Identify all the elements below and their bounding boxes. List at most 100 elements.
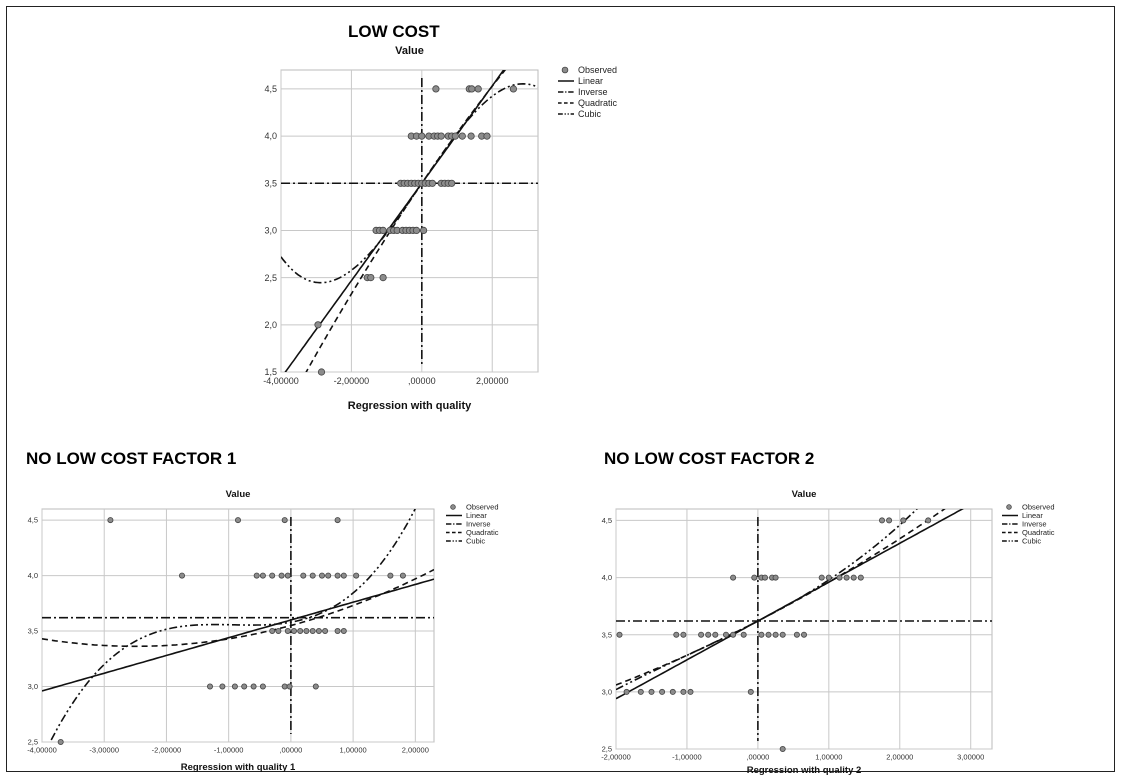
observed-point xyxy=(315,627,322,634)
observed-point xyxy=(474,85,482,93)
plot-area xyxy=(615,508,993,750)
observed-point xyxy=(437,132,445,140)
observed-point xyxy=(623,688,630,695)
cubic-fit-line xyxy=(616,509,918,691)
legend-label-linear: Linear xyxy=(578,76,603,86)
y-tick-label: 3,5 xyxy=(602,630,612,639)
quadratic-fit-line xyxy=(42,568,434,648)
x-axis-label: Regression with quality 2 xyxy=(747,765,862,775)
chart-title: Value xyxy=(395,45,424,57)
observed-point xyxy=(740,631,747,638)
y-tick-label: 4,0 xyxy=(28,571,38,580)
y-tick-label: 3,0 xyxy=(28,682,38,691)
chart-factor-1: 2,5 3,0 3,5 4,0 4,5 -4,00000 -3,00000 -2,00000 -… xyxy=(27,489,499,773)
observed-point xyxy=(825,574,832,581)
observed-point xyxy=(886,517,893,524)
observed-point xyxy=(284,572,291,579)
observed-point xyxy=(818,574,825,581)
observed-point xyxy=(309,627,316,634)
fit-lines xyxy=(281,70,538,372)
observed-point xyxy=(281,517,288,524)
observed-point xyxy=(420,226,428,234)
observed-point xyxy=(779,631,786,638)
observed-point xyxy=(772,631,779,638)
plot-area xyxy=(280,69,539,373)
observed-point xyxy=(458,132,466,140)
x-tick-label: ,00000 xyxy=(746,753,769,762)
y-tick-label: 3,5 xyxy=(28,627,38,636)
legend-label-quadratic: Quadratic xyxy=(578,98,618,108)
y-tick-label: 1,5 xyxy=(264,367,277,377)
y-tick-label: 2,5 xyxy=(602,745,612,754)
y-tick-label: 2,5 xyxy=(28,738,38,747)
legend-label-observed: Observed xyxy=(1022,503,1055,512)
observed-point xyxy=(231,683,238,690)
observed-point xyxy=(857,574,864,581)
observed-point xyxy=(367,274,375,282)
observed-point xyxy=(387,572,394,579)
observed-point xyxy=(206,683,213,690)
y-tick-label: 4,0 xyxy=(264,131,277,141)
observed-point xyxy=(509,85,517,93)
figure-frame xyxy=(6,6,1115,772)
x-tick-label: 1,00000 xyxy=(815,753,842,762)
observed-point xyxy=(730,574,737,581)
y-tick-label: 2,5 xyxy=(264,273,277,283)
x-tick-label: -2,00000 xyxy=(152,746,182,755)
observed-point xyxy=(334,517,341,524)
legend-label-quadratic: Quadratic xyxy=(1022,528,1055,537)
y-tick-label: 4,5 xyxy=(264,84,277,94)
observed-point xyxy=(722,631,729,638)
observed-point xyxy=(800,631,807,638)
observed-point xyxy=(432,85,440,93)
observed-point xyxy=(284,627,291,634)
y-tick-label: 2,0 xyxy=(264,320,277,330)
x-tick-label: ,00000 xyxy=(279,746,302,755)
observed-point xyxy=(309,572,316,579)
observed-point xyxy=(673,631,680,638)
observed-point xyxy=(297,627,304,634)
observed-point xyxy=(467,132,475,140)
observed-point xyxy=(751,574,758,581)
observed-point xyxy=(878,517,885,524)
observed-point xyxy=(779,745,786,752)
x-tick-label: -1,00000 xyxy=(214,746,244,755)
observed-point xyxy=(761,574,768,581)
observed-point xyxy=(712,631,719,638)
chart-title: Value xyxy=(792,489,817,500)
x-tick-label: 1,00000 xyxy=(340,746,367,755)
observed-point xyxy=(669,688,676,695)
observed-point xyxy=(314,321,322,329)
observed-point xyxy=(680,631,687,638)
observed-point xyxy=(698,631,705,638)
legend-label-observed: Observed xyxy=(466,503,499,512)
y-tick-label: 3,5 xyxy=(264,178,277,188)
x-tick-label: -2,00000 xyxy=(601,753,631,762)
x-tick-label: 2,00000 xyxy=(402,746,429,755)
legend-label-observed: Observed xyxy=(578,65,617,75)
x-tick-label: ,00000 xyxy=(408,376,436,386)
observed-point xyxy=(286,683,293,690)
observed-point xyxy=(317,368,326,376)
x-tick-label: -3,00000 xyxy=(89,746,119,755)
title-no-low-cost-factor-2: NO LOW COST FACTOR 2 xyxy=(604,449,815,468)
legend-label-inverse: Inverse xyxy=(578,87,608,97)
observed-point xyxy=(637,688,644,695)
observed-point xyxy=(680,688,687,695)
y-tick-label: 4,0 xyxy=(602,573,612,582)
observed-point xyxy=(303,627,310,634)
x-tick-label: 2,00000 xyxy=(476,376,509,386)
observed-point xyxy=(340,627,347,634)
observed-point xyxy=(281,683,288,690)
observed-point xyxy=(418,132,426,140)
legend-label-cubic: Cubic xyxy=(578,109,602,119)
observed-point xyxy=(234,517,241,524)
observed-point xyxy=(412,226,421,234)
legend-observed-marker xyxy=(1006,504,1012,510)
observed-point xyxy=(451,132,459,140)
observed-point xyxy=(793,631,800,638)
observed-point xyxy=(836,574,843,581)
y-tick-label: 4,5 xyxy=(602,516,612,525)
observed-point xyxy=(334,572,341,579)
observed-point xyxy=(900,517,907,524)
